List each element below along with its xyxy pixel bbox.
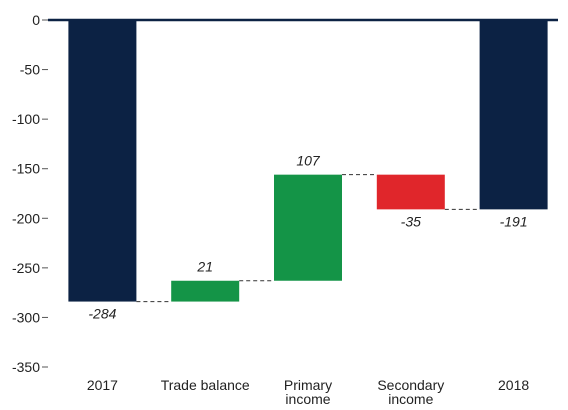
y-tick-label: -200 — [12, 210, 40, 226]
value-label: -191 — [500, 213, 528, 229]
value-label: -284 — [88, 306, 116, 322]
value-label: 21 — [196, 259, 213, 275]
bar — [376, 174, 445, 210]
x-tick-label: Primary income — [283, 377, 333, 407]
y-tick-label: 0 — [32, 12, 40, 28]
y-tick-label: -300 — [12, 309, 40, 325]
y-tick-label: -350 — [12, 359, 40, 375]
bar — [479, 20, 548, 210]
value-label: 107 — [296, 153, 321, 169]
y-tick-label: -150 — [12, 161, 40, 177]
bar — [274, 174, 342, 281]
y-tick-label: -50 — [20, 62, 40, 78]
x-tick-label: 2018 — [498, 377, 530, 393]
bar — [68, 20, 137, 302]
value-label: -35 — [401, 213, 421, 229]
x-tick-label: 2017 — [86, 377, 118, 393]
y-tick-label: -250 — [12, 260, 40, 276]
x-tick-label: Trade balance — [160, 377, 250, 393]
x-tick-label: Secondary income — [377, 377, 445, 407]
y-tick-label: -100 — [12, 111, 40, 127]
bar — [171, 280, 240, 302]
